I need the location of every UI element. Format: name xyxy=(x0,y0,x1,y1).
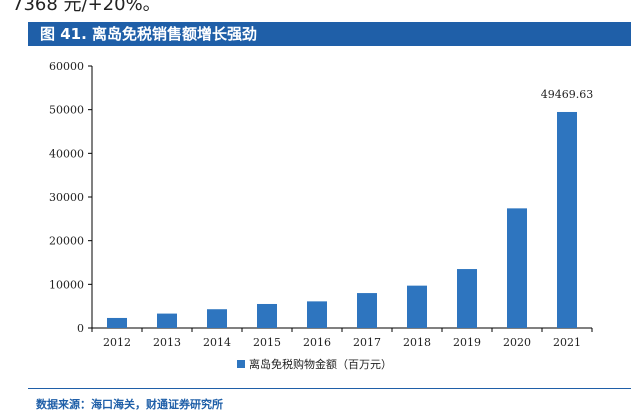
y-tick-label: 30000 xyxy=(49,191,84,204)
x-tick-label: 2012 xyxy=(103,336,131,349)
x-tick-label: 2017 xyxy=(353,336,381,349)
x-tick-label: 2016 xyxy=(303,336,331,349)
bar-2012 xyxy=(107,317,127,328)
y-tick-label: 0 xyxy=(77,322,84,335)
x-tick-label: 2018 xyxy=(403,336,431,349)
source-divider xyxy=(28,388,631,389)
y-axis: 0 10000 20000 30000 40000 50000 60000 xyxy=(49,60,93,335)
data-label-2021: 49469.63 xyxy=(541,88,594,101)
bar-2021 xyxy=(557,111,577,329)
x-tick-label: 2013 xyxy=(153,336,181,349)
figure-title: 图 41. 离岛免税销售额增长强劲 xyxy=(28,22,631,46)
y-tick-label: 10000 xyxy=(49,278,84,291)
bar-2018 xyxy=(407,285,427,328)
bar-2015 xyxy=(257,303,277,328)
x-tick-label: 2020 xyxy=(503,336,531,349)
legend: 离岛免税购物金额（百万元） xyxy=(237,357,392,371)
preceding-text-fragment: 7368 元/+20%。 xyxy=(12,0,161,15)
bar-2014 xyxy=(207,309,227,328)
source-note: 数据来源：海口海关，财通证券研究所 xyxy=(36,398,223,411)
x-tick-label: 2014 xyxy=(203,336,231,349)
x-axis: 2012 2013 2014 2015 2016 2017 2018 2019 2020 2021 xyxy=(91,327,593,349)
y-tick-label: 40000 xyxy=(49,147,84,160)
data-labels: 49469.63 xyxy=(541,88,594,101)
bar-2013 xyxy=(157,313,177,328)
bar-2020 xyxy=(507,208,527,328)
legend-swatch xyxy=(237,360,245,368)
bar-2017 xyxy=(357,293,377,328)
x-tick-label: 2021 xyxy=(553,336,581,349)
y-tick-label: 20000 xyxy=(49,235,84,248)
bar-2016 xyxy=(307,301,327,328)
x-tick-label: 2019 xyxy=(453,336,481,349)
x-tick-label: 2015 xyxy=(253,336,281,349)
bar-2019 xyxy=(457,269,477,328)
y-tick-label: 50000 xyxy=(49,104,84,117)
bar-series xyxy=(107,111,577,329)
y-tick-label: 60000 xyxy=(49,60,84,73)
legend-label: 离岛免税购物金额（百万元） xyxy=(249,357,392,371)
